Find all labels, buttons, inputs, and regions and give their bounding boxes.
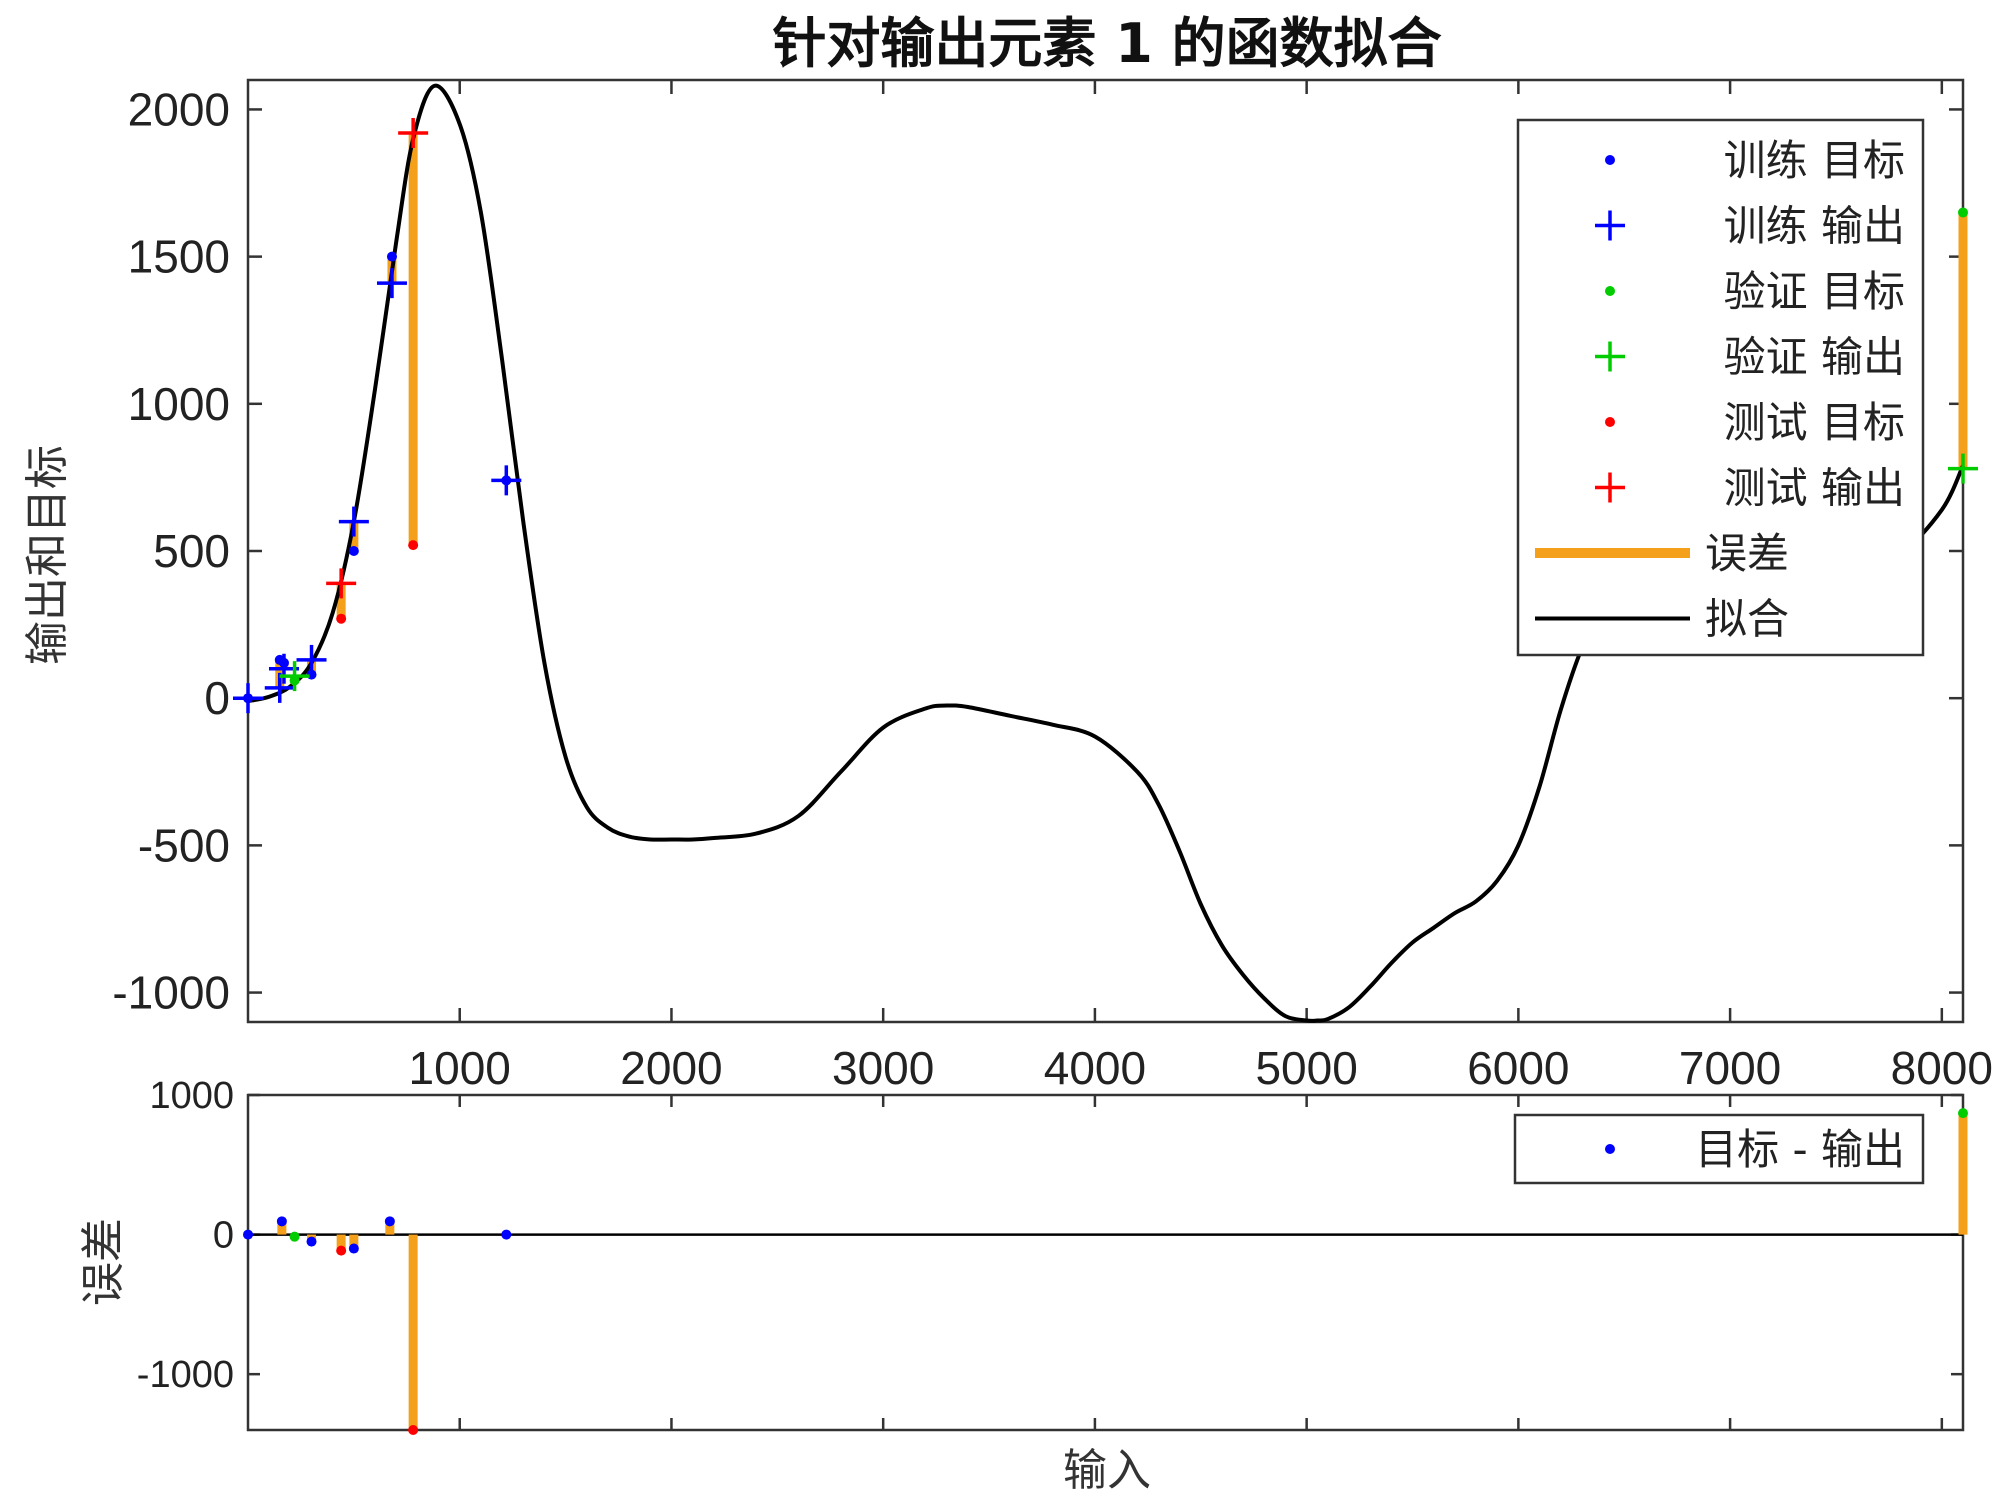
train-output-point xyxy=(233,683,263,714)
train-output-point xyxy=(376,268,407,299)
error-point xyxy=(408,1425,419,1435)
legend-marker xyxy=(1605,417,1615,427)
main-xtick-label: 7000 xyxy=(1679,1042,1781,1094)
error-ytick-label: 0 xyxy=(213,1215,234,1257)
legend-label: 训练 输出 xyxy=(1724,202,1905,251)
error-ylabel: 误差 xyxy=(78,1218,129,1306)
main-xtick-label: 6000 xyxy=(1467,1042,1569,1094)
main-ytick-label: 2000 xyxy=(128,83,230,135)
error-point xyxy=(306,1236,317,1247)
error-ytick-label: -1000 xyxy=(137,1354,234,1396)
error-xlabel: 输入 xyxy=(1063,1445,1151,1496)
legend-label: 测试 目标 xyxy=(1724,398,1905,447)
legend-marker xyxy=(1605,155,1615,165)
error-legend-box xyxy=(1513,1113,1925,1185)
main-xtick-label: 2000 xyxy=(620,1042,722,1094)
error-legend: 目标 - 输出 xyxy=(1513,1113,1925,1185)
legend-label: 测试 输出 xyxy=(1724,464,1905,513)
error-point xyxy=(384,1216,395,1227)
error-point xyxy=(348,1243,359,1254)
error-ytick-label: 1000 xyxy=(149,1075,234,1117)
train-output-point xyxy=(296,644,327,675)
train-target-point xyxy=(348,546,359,556)
legend-label: 验证 目标 xyxy=(1724,267,1905,316)
error-point xyxy=(336,1245,347,1256)
main-ytick-label: 0 xyxy=(204,672,230,724)
train-output-point xyxy=(338,506,369,537)
main-ytick-label: -500 xyxy=(138,819,230,871)
legend-marker xyxy=(1595,472,1625,503)
main-xtick-label: 8000 xyxy=(1891,1042,1993,1094)
error-plot: -1000 0 1000 输入 误差 目标 - 输出 xyxy=(78,1075,1968,1496)
legend-marker xyxy=(1595,341,1625,372)
main-ytick-label: 1000 xyxy=(128,378,230,430)
error-legend-marker xyxy=(1605,1144,1615,1154)
chart-title: 针对输出元素 1 的函数拟合 xyxy=(772,12,1441,75)
test-target-point xyxy=(408,540,419,551)
test-output-point xyxy=(326,568,357,599)
main-xtick-label: 1000 xyxy=(409,1042,511,1094)
main-ytick-label: 1500 xyxy=(128,231,230,283)
train-target-point xyxy=(386,251,397,262)
legend-label: 拟合 xyxy=(1705,595,1789,644)
legend-label: 误差 xyxy=(1705,529,1789,578)
error-point xyxy=(276,1216,287,1227)
main-xtick-label: 3000 xyxy=(832,1042,934,1094)
legend-label: 训练 目标 xyxy=(1724,136,1905,185)
main-plot: -1000 -500 0 500 1000 1500 2000 1000 2000 3000 400… xyxy=(22,78,1993,1094)
validation-output-point xyxy=(1948,453,1978,484)
legend-label: 验证 输出 xyxy=(1724,333,1905,382)
legend-box xyxy=(1516,118,1925,657)
train-output-point xyxy=(491,465,522,496)
main-ytick-label: 500 xyxy=(153,525,230,577)
legend-marker xyxy=(1595,210,1625,241)
main-xtick-label: 5000 xyxy=(1255,1042,1357,1094)
main-ylabel: 输出和目标 xyxy=(22,445,73,665)
error-point xyxy=(243,1229,253,1240)
error-legend-label: 目标 - 输出 xyxy=(1695,1125,1905,1174)
test-target-point xyxy=(336,613,347,624)
test-output-point xyxy=(398,117,429,148)
main-xtick-label: 4000 xyxy=(1044,1042,1146,1094)
fit-line xyxy=(247,83,1965,1023)
main-ytick-label: -1000 xyxy=(112,967,230,1019)
validation-target-point xyxy=(1958,207,1968,218)
error-point xyxy=(501,1229,512,1240)
error-point xyxy=(1958,1108,1968,1119)
error-point xyxy=(289,1231,300,1242)
validation-output-point xyxy=(279,661,310,692)
legend-marker xyxy=(1605,286,1615,296)
train-output-point xyxy=(264,672,295,703)
